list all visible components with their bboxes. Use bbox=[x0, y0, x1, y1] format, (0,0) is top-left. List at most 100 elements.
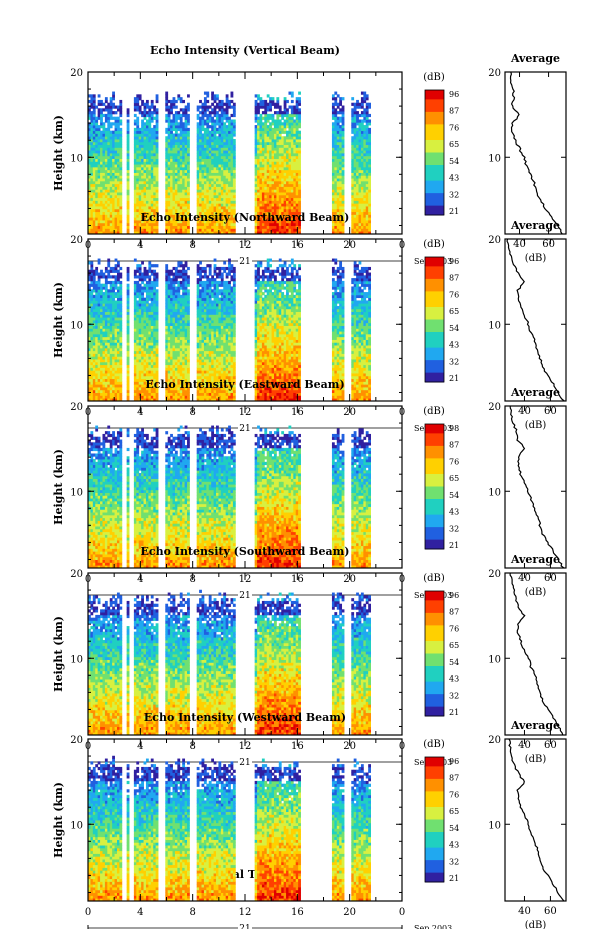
heatmap-cell bbox=[225, 172, 229, 176]
heatmap-cell bbox=[220, 150, 224, 154]
heatmap-cell bbox=[365, 186, 369, 190]
heatmap-cell bbox=[368, 231, 371, 235]
heatmap-cell bbox=[283, 147, 287, 151]
heatmap-cell bbox=[223, 108, 227, 112]
heatmap-cell bbox=[104, 192, 108, 196]
heatmap-cell bbox=[363, 119, 367, 123]
heatmap-cell bbox=[114, 378, 118, 382]
heatmap-cell bbox=[336, 222, 340, 227]
heatmap-cell bbox=[269, 116, 272, 120]
heatmap-cell bbox=[179, 186, 183, 190]
heatmap-cell bbox=[153, 203, 157, 207]
heatmap-cell bbox=[290, 99, 294, 104]
heatmap-cell bbox=[116, 172, 120, 176]
heatmap-cell bbox=[88, 194, 91, 199]
heatmap-cell bbox=[269, 175, 272, 179]
heatmap-cell bbox=[339, 108, 343, 112]
heatmap-cell bbox=[259, 217, 263, 221]
heatmap-cell bbox=[201, 136, 205, 140]
heatmap-cell bbox=[97, 286, 101, 290]
heatmap-cell bbox=[143, 347, 147, 352]
heatmap-cell bbox=[148, 217, 152, 221]
heatmap-cell bbox=[90, 150, 94, 154]
heatmap-cell bbox=[136, 130, 140, 134]
heatmap-cell bbox=[102, 155, 106, 159]
heatmap-cell bbox=[143, 231, 147, 235]
heatmap-cell bbox=[143, 214, 147, 218]
heatmap-cell bbox=[353, 220, 357, 224]
heatmap-cell bbox=[172, 144, 176, 148]
heatmap-cell bbox=[104, 339, 108, 343]
heatmap-cell bbox=[95, 186, 99, 190]
heatmap-cell bbox=[145, 359, 149, 363]
heatmap-cell bbox=[102, 122, 106, 126]
heatmap-cell bbox=[360, 141, 364, 146]
heatmap-cell bbox=[133, 300, 137, 304]
heatmap-cell bbox=[100, 200, 103, 204]
heatmap-cell bbox=[199, 192, 202, 196]
heatmap-cell bbox=[116, 375, 120, 380]
heatmap-cell bbox=[88, 350, 91, 354]
heatmap-cell bbox=[116, 189, 120, 193]
heatmap-cell bbox=[283, 105, 287, 109]
heatmap-cell bbox=[119, 169, 123, 173]
heatmap-cell bbox=[286, 231, 289, 235]
heatmap-cell bbox=[153, 189, 157, 193]
heatmap-cell bbox=[172, 180, 176, 185]
heatmap-cell bbox=[95, 192, 99, 196]
heatmap-cell bbox=[90, 317, 94, 321]
heatmap-cell bbox=[211, 158, 214, 162]
heatmap-cell bbox=[201, 222, 205, 227]
heatmap-cell bbox=[177, 164, 181, 168]
heatmap-cell bbox=[358, 122, 362, 126]
heatmap-cell bbox=[150, 183, 154, 187]
heatmap-cell bbox=[225, 136, 229, 140]
heatmap-cell bbox=[92, 286, 96, 290]
heatmap-cell bbox=[126, 222, 130, 227]
heatmap-cell bbox=[141, 292, 144, 296]
heatmap-cell bbox=[286, 125, 289, 129]
heatmap-cell bbox=[213, 228, 217, 232]
heatmap-cell bbox=[102, 166, 106, 171]
heatmap-cell bbox=[261, 192, 265, 196]
heatmap-cell bbox=[109, 175, 113, 179]
heatmap-cell bbox=[148, 222, 152, 227]
heatmap-cell bbox=[92, 373, 96, 377]
heatmap-cell bbox=[116, 169, 120, 173]
heatmap-cell bbox=[112, 161, 115, 165]
heatmap-cell bbox=[95, 125, 99, 129]
heatmap-cell bbox=[264, 102, 268, 106]
heatmap-cell bbox=[283, 200, 287, 204]
heatmap-cell bbox=[116, 339, 120, 343]
heatmap-cell bbox=[174, 161, 178, 165]
heatmap-cell bbox=[216, 105, 219, 109]
heatmap-cell bbox=[145, 164, 149, 168]
heatmap-cell bbox=[145, 320, 149, 324]
heatmap-cell bbox=[88, 211, 91, 215]
heatmap-cell bbox=[167, 175, 171, 179]
heatmap-cell bbox=[184, 158, 188, 162]
heatmap-cell bbox=[114, 269, 118, 273]
heatmap-cell bbox=[259, 147, 263, 151]
heatmap-cell bbox=[271, 99, 275, 104]
heatmap-cell bbox=[339, 116, 343, 120]
heatmap-cell bbox=[90, 147, 94, 151]
heatmap-cell bbox=[97, 206, 101, 210]
heatmap-cell bbox=[273, 220, 277, 224]
heatmap-cell bbox=[116, 314, 120, 318]
heatmap-cell bbox=[196, 113, 200, 118]
heatmap-cell bbox=[112, 364, 115, 368]
heatmap-cell bbox=[133, 350, 137, 354]
heatmap-cell bbox=[179, 164, 183, 168]
heatmap-cell bbox=[165, 108, 169, 112]
heatmap-cell bbox=[104, 375, 108, 380]
heatmap-cell bbox=[208, 164, 212, 168]
heatmap-cell bbox=[119, 300, 123, 304]
heatmap-cell bbox=[276, 133, 280, 137]
heatmap-cell bbox=[177, 217, 181, 221]
heatmap-cell bbox=[290, 144, 294, 148]
heatmap-cell bbox=[104, 353, 108, 357]
heatmap-cell bbox=[126, 328, 130, 332]
heatmap-cell bbox=[92, 161, 96, 165]
heatmap-cell bbox=[141, 300, 144, 304]
